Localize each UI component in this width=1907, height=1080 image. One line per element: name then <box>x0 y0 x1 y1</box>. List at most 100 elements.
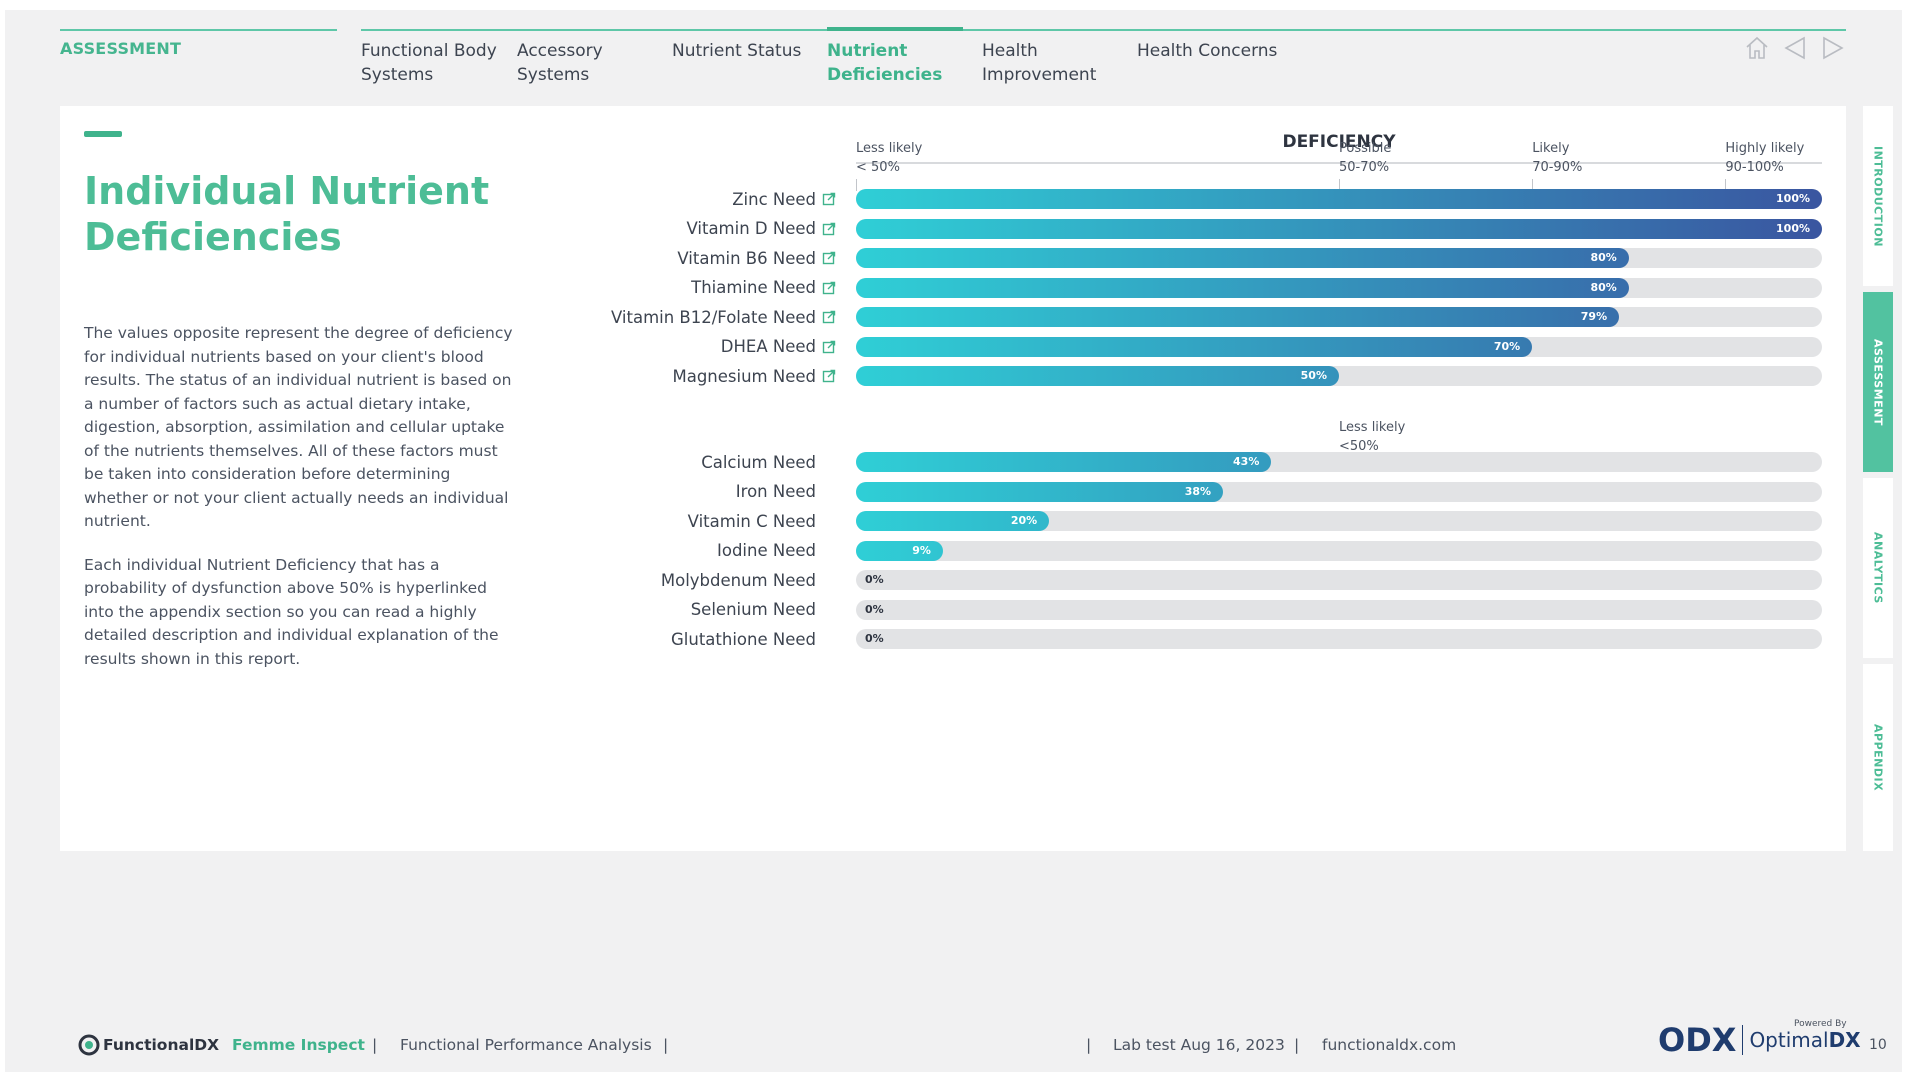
bar-track: 80% <box>856 277 1822 298</box>
tab-functional-body-systems[interactable]: Functional Body Systems <box>361 39 497 87</box>
footer: FunctionalDX Femme Inspect | Functional … <box>78 1019 1888 1063</box>
tab-nutrient-status[interactable]: Nutrient Status <box>672 39 801 63</box>
tab-label-line1: Functional Body <box>361 41 497 61</box>
bar-label-text: Iodine Need <box>717 541 816 560</box>
external-link-icon[interactable] <box>822 281 836 295</box>
side-tab-analytics[interactable]: ANALYTICS <box>1863 478 1893 658</box>
bar-label: Selenium Need <box>500 599 836 621</box>
external-link-icon[interactable] <box>822 310 836 324</box>
bar-label[interactable]: Magnesium Need <box>500 365 836 387</box>
side-tab-label: INTRODUCTION <box>1871 145 1885 247</box>
bar-track: 70% <box>856 336 1822 357</box>
description-paragraph: Each individual Nutrient Deficiency that… <box>84 555 499 668</box>
tab-health-improvement[interactable]: Health Improvement <box>982 39 1096 87</box>
functionaldx-logo-icon <box>78 1034 100 1056</box>
bar-label-text: Iron Need <box>735 482 816 501</box>
home-icon[interactable] <box>1744 35 1770 61</box>
side-tab-assessment[interactable]: ASSESSMENT <box>1863 292 1893 472</box>
bar-label-text: Magnesium Need <box>672 366 816 386</box>
chart-title-rule <box>856 162 1822 164</box>
bar-track: 0% <box>856 599 1822 620</box>
external-link-icon[interactable] <box>822 251 836 265</box>
external-link-icon[interactable] <box>822 222 836 236</box>
bar-track: 79% <box>856 307 1822 327</box>
bar-value-label: 70% <box>1493 339 1521 353</box>
bar-label[interactable]: Vitamin B12/Folate Need <box>500 306 836 328</box>
bar-label-text: Glutathione Need <box>671 629 816 649</box>
bar-value-label: 43% <box>1233 455 1260 468</box>
tab-label-line2: Systems <box>361 65 434 85</box>
functionaldx-logo: FunctionalDX <box>78 1033 219 1057</box>
external-link-icon[interactable] <box>822 340 836 354</box>
report-name: Functional Performance Analysis <box>400 1036 652 1054</box>
bar-label-text: Selenium Need <box>690 600 816 619</box>
bar-value-label: 100% <box>1776 221 1810 235</box>
bar-label-text: Thiamine Need <box>691 278 816 297</box>
bar-label-text: Vitamin B6 Need <box>677 248 816 268</box>
tab-accessory-systems[interactable]: Accessory Systems <box>517 39 603 87</box>
forward-icon[interactable] <box>1820 35 1846 61</box>
tab-label-line2: Systems <box>517 65 590 85</box>
description-paragraph: The values opposite represent the degree… <box>84 324 513 530</box>
threshold-marker: Highly likely 90-100% <box>1725 139 1804 191</box>
back-icon[interactable] <box>1782 35 1808 61</box>
bar: 80% <box>856 248 1629 268</box>
bar-value-label: 80% <box>1590 280 1617 294</box>
threshold-marker: Less likely < 50% <box>856 139 923 191</box>
bar-value-label: 0% <box>865 573 884 586</box>
bar-value-label: 20% <box>1010 514 1038 527</box>
title-line1: Individual Nutrient <box>84 169 490 213</box>
title-line2: Deficiencies <box>84 215 342 259</box>
bar-value-label: 9% <box>912 543 931 557</box>
brand-name: FunctionalDX <box>103 1036 220 1054</box>
side-tab-introduction[interactable]: INTRODUCTION <box>1863 106 1893 286</box>
bar-label[interactable]: DHEA Need <box>500 336 836 358</box>
logo-divider <box>1742 1025 1744 1055</box>
side-tab-appendix[interactable]: APPENDIX <box>1863 664 1893 851</box>
bar-label-text: Molybdenum Need <box>660 570 816 590</box>
bar-label: Iron Need <box>500 481 836 503</box>
external-link-icon[interactable] <box>822 192 836 206</box>
nav-icons <box>1744 35 1846 61</box>
bar: 38% <box>856 481 1224 502</box>
external-link-icon[interactable] <box>822 369 836 383</box>
bar-label[interactable]: Zinc Need <box>500 188 836 210</box>
threshold-marker: Likely 70-90% <box>1532 139 1583 191</box>
bar-label-text: Zinc Need <box>732 189 816 209</box>
bar-track: 100% <box>856 218 1822 239</box>
threshold-tick <box>856 179 857 191</box>
bar-label[interactable]: Vitamin B6 Need <box>500 247 836 269</box>
bar-track: 0% <box>856 629 1822 649</box>
powered-by-text: Powered By <box>1794 1019 1847 1029</box>
bar: 43% <box>856 452 1272 472</box>
bar-track: 43% <box>856 452 1822 472</box>
tab-label-line1: Accessory <box>517 41 603 61</box>
website-link[interactable]: functionaldx.com <box>1322 1036 1457 1054</box>
bar-label: Molybdenum Need <box>500 569 836 591</box>
bar-value-label: 0% <box>865 632 884 645</box>
bar-label[interactable]: Thiamine Need <box>500 277 836 299</box>
bar-value-label: 80% <box>1590 251 1617 264</box>
threshold-label: Likely <box>1532 141 1570 156</box>
bar-label-text: Vitamin B12/Folate Need <box>610 307 816 327</box>
threshold-tick <box>1339 179 1340 191</box>
threshold-label: Possible <box>1339 141 1392 156</box>
bar-label[interactable]: Vitamin D Need <box>500 218 836 240</box>
bar-value-label: 79% <box>1580 310 1608 323</box>
bar: 9% <box>856 540 943 561</box>
bar: 100% <box>856 218 1822 239</box>
bar-label: Calcium Need <box>500 451 836 473</box>
tab-nutrient-deficiencies[interactable]: Nutrient Deficiencies <box>827 27 964 87</box>
threshold-label: Less likely <box>856 141 923 156</box>
footer-separator: | <box>1086 1036 1092 1054</box>
tab-health-concerns[interactable]: Health Concerns <box>1137 39 1277 63</box>
side-tabs: INTRODUCTION ASSESSMENT ANALYTICS APPEND… <box>1863 106 1893 851</box>
product-name: Femme Inspect <box>232 1036 365 1054</box>
bar-value-label: 0% <box>865 602 884 616</box>
threshold-range: 70-90% <box>1532 160 1583 175</box>
bar-label-text: DHEA Need <box>720 337 816 356</box>
bar: 50% <box>856 366 1339 386</box>
bar-track: 38% <box>856 481 1822 502</box>
chart-title: DEFICIENCY <box>1282 132 1396 152</box>
bar-label: Vitamin C Need <box>500 510 836 532</box>
